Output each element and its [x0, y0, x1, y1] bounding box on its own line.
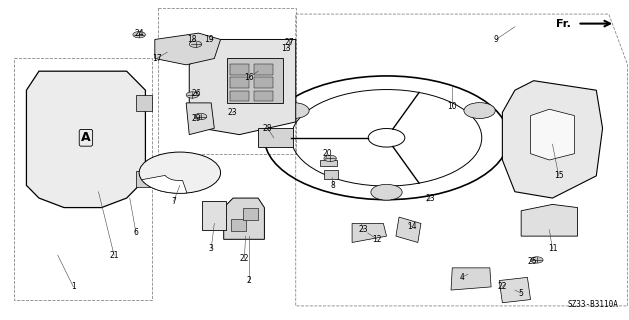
Text: 5: 5 — [519, 289, 523, 298]
Text: 25: 25 — [528, 257, 537, 266]
Text: 11: 11 — [548, 244, 557, 253]
Circle shape — [530, 257, 543, 263]
Bar — [230, 77, 248, 88]
Text: A: A — [81, 131, 91, 144]
Polygon shape — [202, 201, 226, 230]
Text: 18: 18 — [187, 35, 197, 44]
Bar — [253, 91, 272, 101]
Circle shape — [186, 92, 199, 98]
Polygon shape — [186, 103, 214, 135]
Text: 22: 22 — [498, 282, 507, 292]
Circle shape — [189, 41, 202, 47]
Text: 3: 3 — [209, 244, 214, 253]
Bar — [230, 64, 248, 75]
Bar — [253, 77, 272, 88]
Text: Fr.: Fr. — [557, 19, 571, 28]
Circle shape — [194, 113, 207, 120]
Polygon shape — [258, 128, 292, 147]
Bar — [136, 171, 152, 187]
Polygon shape — [499, 277, 530, 303]
Text: 9: 9 — [494, 35, 499, 44]
Polygon shape — [224, 198, 264, 239]
Text: 13: 13 — [282, 44, 291, 53]
Polygon shape — [352, 223, 386, 243]
Polygon shape — [530, 109, 574, 160]
Circle shape — [278, 103, 309, 118]
Text: 12: 12 — [372, 235, 382, 244]
Text: 21: 21 — [109, 251, 119, 260]
Text: 2: 2 — [247, 276, 251, 285]
Text: 7: 7 — [171, 197, 176, 206]
Text: 1: 1 — [71, 282, 75, 292]
Text: 17: 17 — [152, 54, 162, 63]
Circle shape — [324, 155, 337, 162]
Bar — [253, 64, 272, 75]
Text: 10: 10 — [447, 101, 457, 111]
Text: 24: 24 — [135, 28, 144, 38]
Polygon shape — [26, 71, 145, 208]
Polygon shape — [503, 81, 603, 198]
Bar — [136, 95, 152, 111]
Text: 23: 23 — [227, 108, 237, 117]
Polygon shape — [189, 39, 296, 135]
Text: 4: 4 — [459, 273, 464, 282]
Bar — [243, 208, 258, 220]
Circle shape — [464, 103, 495, 118]
Text: 26: 26 — [192, 89, 201, 98]
Text: 15: 15 — [554, 172, 564, 180]
Text: 28: 28 — [263, 124, 272, 133]
Bar — [227, 59, 283, 103]
Polygon shape — [155, 33, 221, 65]
Bar — [324, 170, 338, 179]
Text: 14: 14 — [407, 222, 416, 231]
Text: 20: 20 — [322, 149, 332, 158]
Bar — [231, 219, 245, 231]
Circle shape — [371, 184, 402, 200]
Text: 27: 27 — [285, 38, 294, 47]
Bar — [230, 91, 248, 101]
Text: 16: 16 — [244, 73, 253, 82]
Text: 22: 22 — [240, 254, 249, 263]
Text: 19: 19 — [204, 35, 214, 44]
Wedge shape — [142, 175, 187, 193]
Polygon shape — [521, 204, 577, 236]
Bar — [320, 160, 337, 166]
Circle shape — [133, 32, 145, 38]
Text: 6: 6 — [133, 228, 138, 237]
Circle shape — [139, 152, 221, 193]
Polygon shape — [451, 268, 491, 290]
Text: 23: 23 — [359, 225, 368, 234]
Text: 8: 8 — [331, 181, 336, 190]
Text: 29: 29 — [192, 114, 201, 123]
Text: 23: 23 — [426, 194, 435, 203]
Polygon shape — [396, 217, 421, 243]
Text: SZ33-B3110A: SZ33-B3110A — [567, 300, 618, 309]
